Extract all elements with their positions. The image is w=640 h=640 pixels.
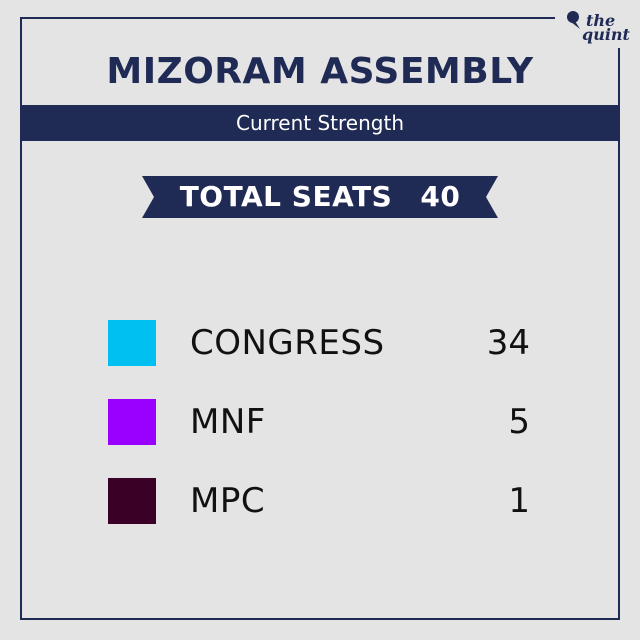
banner-shape (142, 176, 498, 218)
the-quint-logo: the quint (566, 9, 636, 47)
page-subtitle: Current Strength (236, 111, 404, 135)
party-name: CONGRESS (190, 323, 385, 363)
total-seats-value: 40 (420, 180, 461, 213)
party-swatch (108, 478, 156, 524)
party-name: MNF (190, 402, 266, 442)
logo-word-the: the (586, 11, 616, 30)
quote-icon (567, 11, 580, 29)
party-row: MNF 5 (0, 399, 640, 447)
party-swatch (108, 399, 156, 445)
border-frame (20, 17, 620, 620)
total-seats-label: TOTAL SEATS (179, 180, 393, 213)
logo-word-quint: quint (582, 25, 630, 44)
party-seats: 34 (486, 323, 530, 363)
party-row: CONGRESS 34 (0, 320, 640, 368)
total-seats-text: TOTAL SEATS 40 (142, 176, 498, 218)
page-title: MIZORAM ASSEMBLY (106, 51, 534, 92)
party-seats: 5 (508, 402, 530, 442)
total-seats-banner: TOTAL SEATS 40 (142, 176, 498, 218)
party-seats: 1 (508, 481, 530, 521)
party-swatch (108, 320, 156, 366)
subtitle-band (20, 105, 620, 141)
party-row: MPC 1 (0, 478, 640, 526)
party-name: MPC (190, 481, 266, 521)
